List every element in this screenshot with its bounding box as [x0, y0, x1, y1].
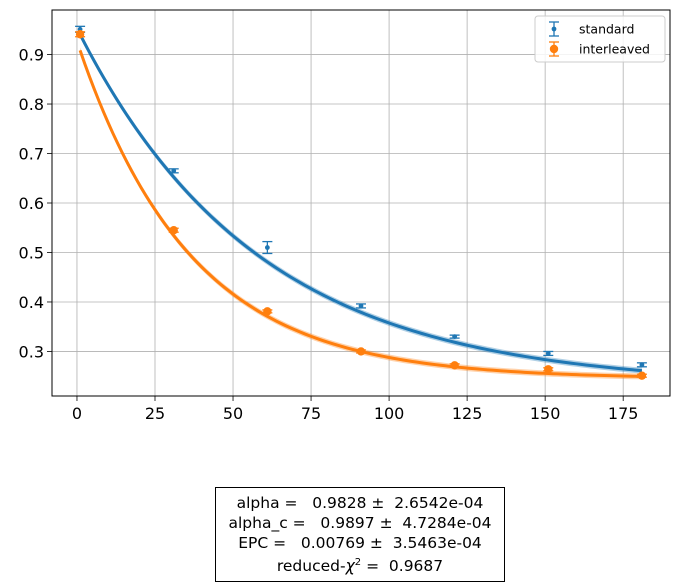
standard-data-point — [171, 168, 177, 174]
y-tick-label: 0.6 — [19, 194, 44, 213]
y-tick-label: 0.5 — [19, 243, 44, 262]
x-tick-label: 0 — [72, 404, 82, 423]
chi-symbol: χ — [345, 557, 355, 576]
standard-data-point — [452, 334, 458, 340]
alpha-c-stat: alpha_c = 0.9897 ± 4.7284e-04 — [228, 513, 492, 532]
y-tick-label: 0.3 — [19, 342, 44, 361]
legend-swatch-marker — [551, 26, 557, 32]
chi-prefix: reduced- — [276, 557, 346, 576]
interleaved-data-point — [356, 347, 366, 356]
y-tick-label: 0.9 — [19, 46, 44, 65]
interleaved-data-point — [544, 365, 553, 374]
grid-lines — [52, 10, 670, 396]
legend: standard interleaved — [534, 15, 666, 63]
interleaved-data-point — [450, 361, 459, 370]
interleaved-fit-curve — [78, 49, 642, 378]
epc-stat: EPC = 0.00769 ± 3.5463e-04 — [238, 533, 482, 552]
interleaved-data-point — [637, 371, 647, 380]
confidence-bands — [80, 31, 642, 380]
interleaved-data-point — [75, 30, 85, 39]
x-axis-ticks: 0 25 50 75 100 125 150 175 — [72, 396, 639, 423]
chi-exponent: 2 — [354, 556, 362, 568]
x-tick-label: 175 — [608, 404, 639, 423]
rb-decay-chart: 0 25 50 75 100 125 150 175 0.30.40.50.60.70.80.… — [19, 9, 671, 423]
standard-data-point — [264, 245, 270, 250]
legend-box — [534, 15, 666, 63]
standard-confidence-band — [80, 31, 642, 374]
standard-data-point — [639, 362, 645, 368]
x-tick-label: 75 — [301, 404, 321, 423]
x-tick-label: 125 — [452, 404, 483, 423]
x-tick-label: 50 — [223, 404, 243, 423]
y-tick-label: 0.4 — [19, 293, 44, 312]
interleaved-data-point — [169, 226, 178, 235]
fit-statistics-box: alpha = 0.9828 ± 2.6542e-04 alpha_c = 0.… — [215, 487, 505, 582]
legend-label-interleaved: interleaved — [579, 42, 650, 57]
x-tick-label: 150 — [530, 404, 561, 423]
standard-data-point — [358, 303, 364, 309]
standard-data-point — [545, 351, 551, 356]
x-tick-label: 25 — [145, 404, 165, 423]
x-tick-label: 100 — [374, 404, 405, 423]
data-points — [75, 25, 647, 380]
reduced-chi2-stat: reduced-χ2 = 0.9687 — [277, 553, 443, 576]
fit-curves — [78, 33, 643, 378]
interleaved-data-point — [263, 307, 272, 316]
alpha-stat: alpha = 0.9828 ± 2.6542e-04 — [236, 493, 484, 512]
legend-swatch-marker — [549, 44, 559, 54]
standard-fit-curve — [78, 33, 643, 373]
y-tick-label: 0.7 — [19, 145, 44, 164]
y-axis-ticks: 0.3 0.4 0.5 0.6 0.7 0.8 0.9 — [19, 46, 52, 361]
chi-value: = 0.9687 — [361, 557, 444, 576]
interleaved-confidence-band — [80, 47, 642, 380]
y-tick-label: 0.8 — [19, 95, 44, 114]
legend-label-standard: standard — [579, 22, 634, 37]
